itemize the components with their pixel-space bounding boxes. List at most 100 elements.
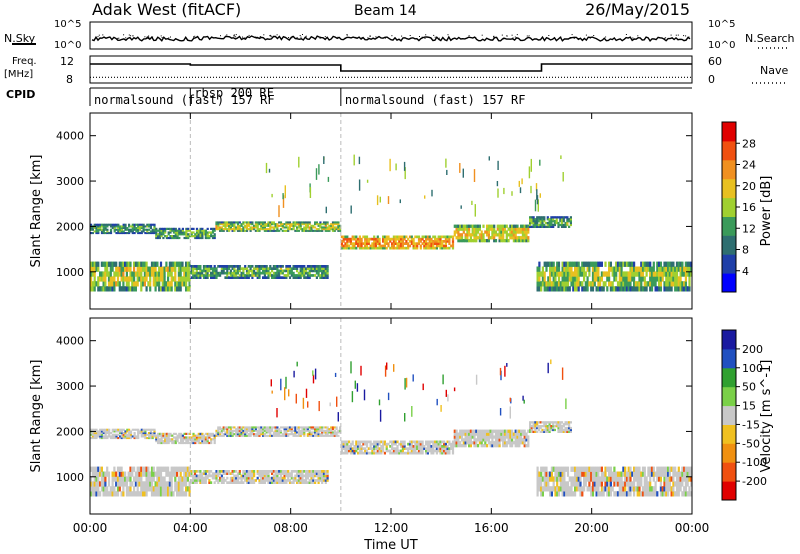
velocity-cell [159,466,163,472]
velocity-cell [306,474,309,478]
nsearch-dot [212,37,214,39]
power-cell [217,271,220,275]
velocity-cell [514,429,517,433]
velocity-cell [550,486,553,492]
power-cell [667,261,670,267]
power-cell [543,271,546,277]
velocity-cell [104,435,107,438]
power-cell [401,237,404,241]
velocity-cell [297,429,300,432]
power-cell [305,271,308,275]
power-cell [206,236,209,240]
power-cell [199,271,202,275]
power-cell [154,271,157,277]
velocity-cell [147,481,150,487]
power-cell [140,232,143,235]
power-cell [636,266,639,272]
power-cell [385,237,388,241]
power-cell [229,274,232,277]
velocity-cell [532,423,535,426]
power-cell [547,281,550,287]
power-cell [466,236,469,240]
velocity-cell [468,429,471,433]
power-cell [633,261,636,267]
power-cell [340,244,343,248]
power-cell [321,228,324,231]
power-cell [457,233,460,237]
power-cell [322,271,326,275]
velocity-cell [170,476,173,482]
power-cell [455,236,458,240]
power-cell [167,286,170,292]
velocity-cell [100,428,104,431]
velocity-cell [134,491,137,497]
power-cell [326,229,329,232]
power-cell [371,242,374,245]
power-cell [405,246,408,250]
velocity-cell [236,434,240,437]
power-cell [340,240,343,243]
power-cell [278,229,281,232]
velocity-cell [265,428,268,431]
power-cell [457,230,460,234]
nsearch-dot [256,37,258,39]
nsearch-dot [299,35,301,37]
power-cell [172,227,176,230]
velocity-cell [263,481,266,484]
velocity-cell [560,421,564,424]
power-cell [102,276,105,282]
power-cell [634,266,637,272]
velocity-cell [608,481,611,487]
power-cell [272,265,275,268]
power-cell [256,228,259,231]
power-cell [217,265,220,268]
nsearch-dot [296,37,298,39]
velocity-cell [419,445,422,448]
power-cell [451,237,455,241]
velocity-cell [244,479,247,482]
power-cell [183,281,186,287]
power-cell [91,266,94,272]
power-cell [133,281,136,287]
power-cell [326,271,329,275]
power-cell [138,223,142,226]
velocity-cell [149,433,152,436]
power-cell [149,225,152,228]
power-cell [496,224,499,228]
velocity-cell [583,481,586,487]
velocity-cell [645,491,648,497]
velocity-cell [611,486,614,492]
velocity-cell [315,429,318,432]
power-cell [346,242,349,245]
power-cell [303,229,306,232]
power-cell [444,240,447,243]
power-cell [342,244,345,248]
power-cell [278,269,281,273]
velocity-cell [158,466,161,472]
power-cell [450,235,453,239]
power-cell [577,281,580,287]
power-cell [500,233,503,237]
velocity-cell [625,471,629,477]
power-cell [353,246,356,250]
power-cell [206,235,209,238]
power-cell [331,221,335,224]
velocity-cell [459,432,462,436]
velocity-cell [231,476,234,480]
power-cell [439,235,442,239]
power-cell [299,221,302,224]
power-cell [373,244,376,248]
velocity-cell [247,472,250,475]
power-cell [394,242,397,245]
power-cell [478,224,481,228]
power-cell [627,271,630,277]
velocity-cell [498,429,501,433]
nsearch-dot [425,34,427,36]
power-cell [493,233,496,237]
power-cell [608,266,611,272]
velocity-cell [559,425,562,428]
power-cell [543,286,546,292]
velocity-cell [568,491,571,497]
velocity-cell [180,438,183,441]
velocity-cell [117,430,120,433]
